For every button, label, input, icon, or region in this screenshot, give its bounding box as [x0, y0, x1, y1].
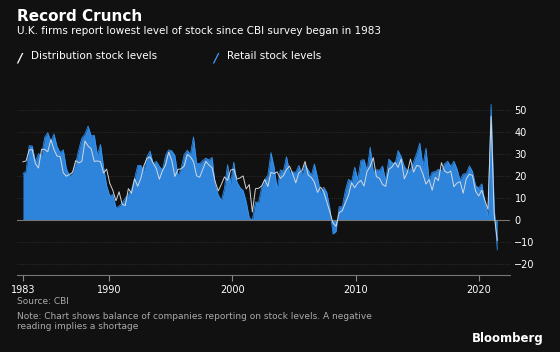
Text: /: /	[17, 51, 21, 64]
Text: Source: CBI: Source: CBI	[17, 297, 69, 307]
Text: Record Crunch: Record Crunch	[17, 9, 142, 24]
Text: Retail stock levels: Retail stock levels	[227, 51, 321, 61]
Text: U.K. firms report lowest level of stock since CBI survey began in 1983: U.K. firms report lowest level of stock …	[17, 26, 381, 36]
Text: Bloomberg: Bloomberg	[472, 332, 543, 345]
Text: Note: Chart shows balance of companies reporting on stock levels. A negative
rea: Note: Chart shows balance of companies r…	[17, 312, 372, 331]
Text: Distribution stock levels: Distribution stock levels	[31, 51, 157, 61]
Text: /: /	[213, 51, 217, 64]
